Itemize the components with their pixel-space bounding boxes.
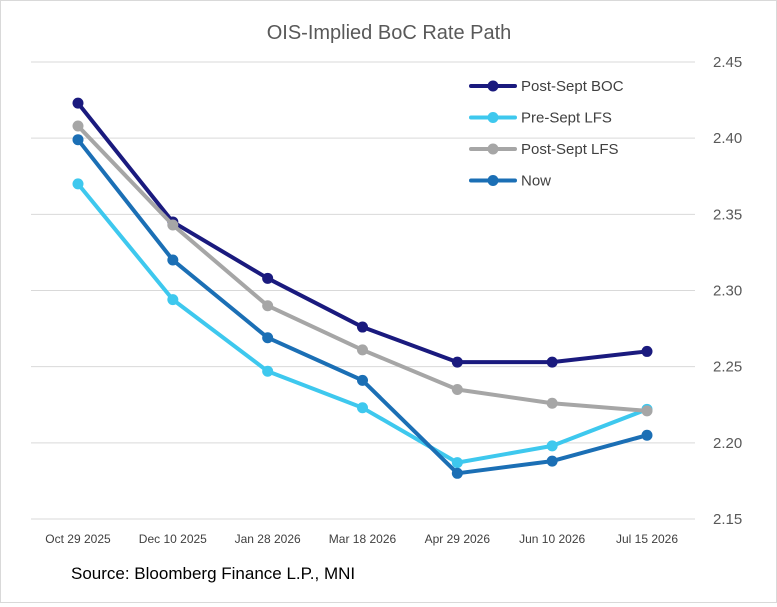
legend-label: Post-Sept LFS [521, 141, 619, 158]
data-point [451, 467, 463, 479]
y-tick-label: 2.40 [713, 130, 742, 147]
y-tick-label: 2.20 [713, 435, 742, 452]
series-post-sept-lfs [72, 120, 653, 417]
series-line-post-sept-lfs [76, 123, 649, 413]
legend-marker [487, 80, 499, 92]
data-point [451, 384, 463, 396]
legend-marker [487, 175, 499, 186]
y-tick-label: 2.35 [713, 206, 742, 223]
legend-item-post-sept-lfs: Post-Sept LFS [469, 141, 619, 158]
data-point [451, 457, 463, 469]
x-tick-label: Mar 18 2026 [329, 532, 397, 546]
data-point [546, 397, 558, 409]
legend: Post-Sept BOC Pre-Sept LFS Post-Sept LFS No… [469, 78, 624, 190]
legend-label: Post-Sept BOC [521, 78, 624, 95]
source-note: Source: Bloomberg Finance L.P., MNI [71, 564, 355, 583]
legend-item-now: Now [469, 173, 551, 190]
data-point [641, 345, 653, 357]
data-point [451, 356, 463, 368]
data-point [72, 120, 84, 132]
data-point [72, 178, 84, 190]
y-tick-label: 2.45 [713, 54, 742, 71]
y-axis-ticks: 2.45 2.40 2.35 2.30 2.25 2.20 2.15 [713, 54, 742, 528]
data-point [167, 294, 179, 306]
x-axis-ticks: Oct 29 2025 Dec 10 2025 Jan 28 2026 Mar 18 … [45, 532, 678, 546]
data-point [546, 356, 558, 368]
legend-label: Pre-Sept LFS [521, 110, 612, 127]
x-tick-label: Jun 10 2026 [519, 532, 585, 546]
data-point [546, 440, 558, 452]
data-point [641, 405, 653, 417]
legend-label: Now [521, 173, 551, 190]
data-point [546, 455, 558, 467]
y-tick-label: 2.15 [713, 511, 742, 528]
grid-lines [31, 61, 695, 520]
data-point [357, 402, 368, 414]
x-tick-label: Jul 15 2026 [616, 532, 678, 546]
data-point [357, 344, 368, 356]
data-point [357, 321, 368, 333]
legend-item-pre-sept-lfs: Pre-Sept LFS [469, 110, 612, 127]
data-point [262, 272, 274, 284]
series-pre-sept-lfs [72, 178, 653, 469]
data-point [167, 254, 179, 266]
chart-title: OIS-Implied BoC Rate Path [267, 22, 512, 44]
legend-marker [487, 112, 499, 123]
data-point [167, 219, 179, 231]
data-point [262, 365, 274, 377]
x-tick-label: Oct 29 2025 [45, 532, 111, 546]
series-group [72, 97, 653, 479]
data-point [262, 332, 274, 344]
legend-item-post-sept-boc: Post-Sept BOC [469, 78, 624, 95]
series-line-now [76, 137, 649, 476]
x-tick-label: Apr 29 2026 [425, 532, 491, 546]
y-tick-label: 2.25 [713, 359, 742, 376]
y-tick-label: 2.30 [713, 283, 742, 300]
data-point [357, 374, 368, 386]
x-tick-label: Dec 10 2025 [139, 532, 207, 546]
data-point [72, 134, 84, 146]
legend-marker [487, 143, 499, 155]
data-point [72, 97, 84, 109]
series-now [72, 134, 653, 479]
x-tick-label: Jan 28 2026 [235, 532, 301, 546]
data-point [262, 300, 274, 312]
data-point [641, 429, 653, 441]
